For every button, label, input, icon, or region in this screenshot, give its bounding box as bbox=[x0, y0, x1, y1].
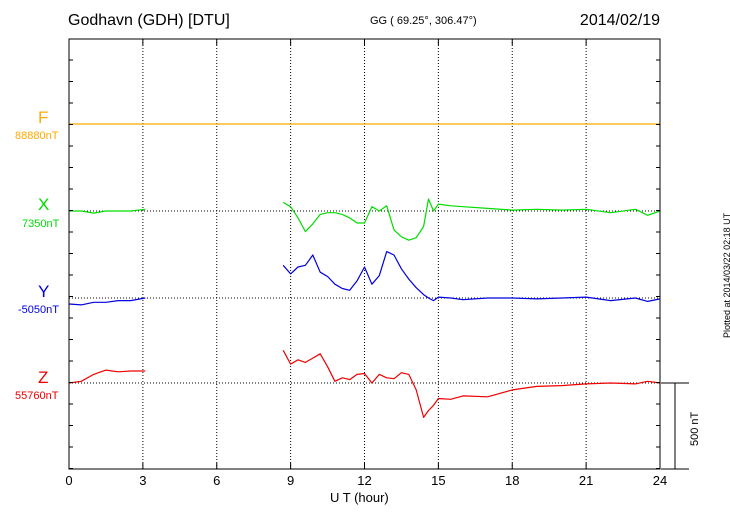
plot-date: 2014/02/19 bbox=[579, 12, 660, 29]
geographic-coords: GG ( 69.25°, 306.47°) bbox=[370, 15, 477, 27]
x-axis-title: U T (hour) bbox=[330, 490, 389, 505]
plot-frame bbox=[68, 38, 661, 470]
scale-bar bbox=[661, 382, 689, 470]
component-label-f: F bbox=[38, 108, 49, 127]
baseline-label-f: 88880nT bbox=[15, 130, 59, 142]
grid-lines bbox=[142, 39, 587, 469]
series-line-x bbox=[69, 198, 661, 241]
series-line-z bbox=[68, 350, 661, 418]
component-label-y: Y bbox=[38, 282, 50, 301]
station-title: Godhavn (GDH) [DTU] bbox=[68, 12, 230, 29]
axis-ticks: 0 3 6 9 12 15 18 21 24 bbox=[65, 39, 667, 488]
x-tick-label: 3 bbox=[139, 473, 146, 488]
x-tick-label: 0 bbox=[65, 473, 72, 488]
scale-bar-label: 500 nT bbox=[689, 411, 701, 446]
x-tick-label: 15 bbox=[431, 473, 445, 488]
x-tick-label: 12 bbox=[357, 473, 371, 488]
plotted-timestamp: Plotted at 2014/03/22 02:18 UT bbox=[722, 212, 730, 338]
x-tick-label: 21 bbox=[579, 473, 593, 488]
series-lines bbox=[68, 123, 661, 418]
baseline-label-y: -5050nT bbox=[18, 304, 59, 316]
series-line-y bbox=[68, 251, 661, 306]
x-tick-label: 9 bbox=[287, 473, 294, 488]
component-label-x: X bbox=[38, 195, 50, 214]
x-tick-label: 18 bbox=[505, 473, 519, 488]
x-tick-label: 6 bbox=[213, 473, 220, 488]
x-tick-label: 24 bbox=[653, 473, 667, 488]
component-label-z: Z bbox=[38, 368, 49, 387]
baseline-label-z: 55760nT bbox=[15, 390, 59, 402]
baseline-label-x: 7350nT bbox=[22, 218, 60, 230]
